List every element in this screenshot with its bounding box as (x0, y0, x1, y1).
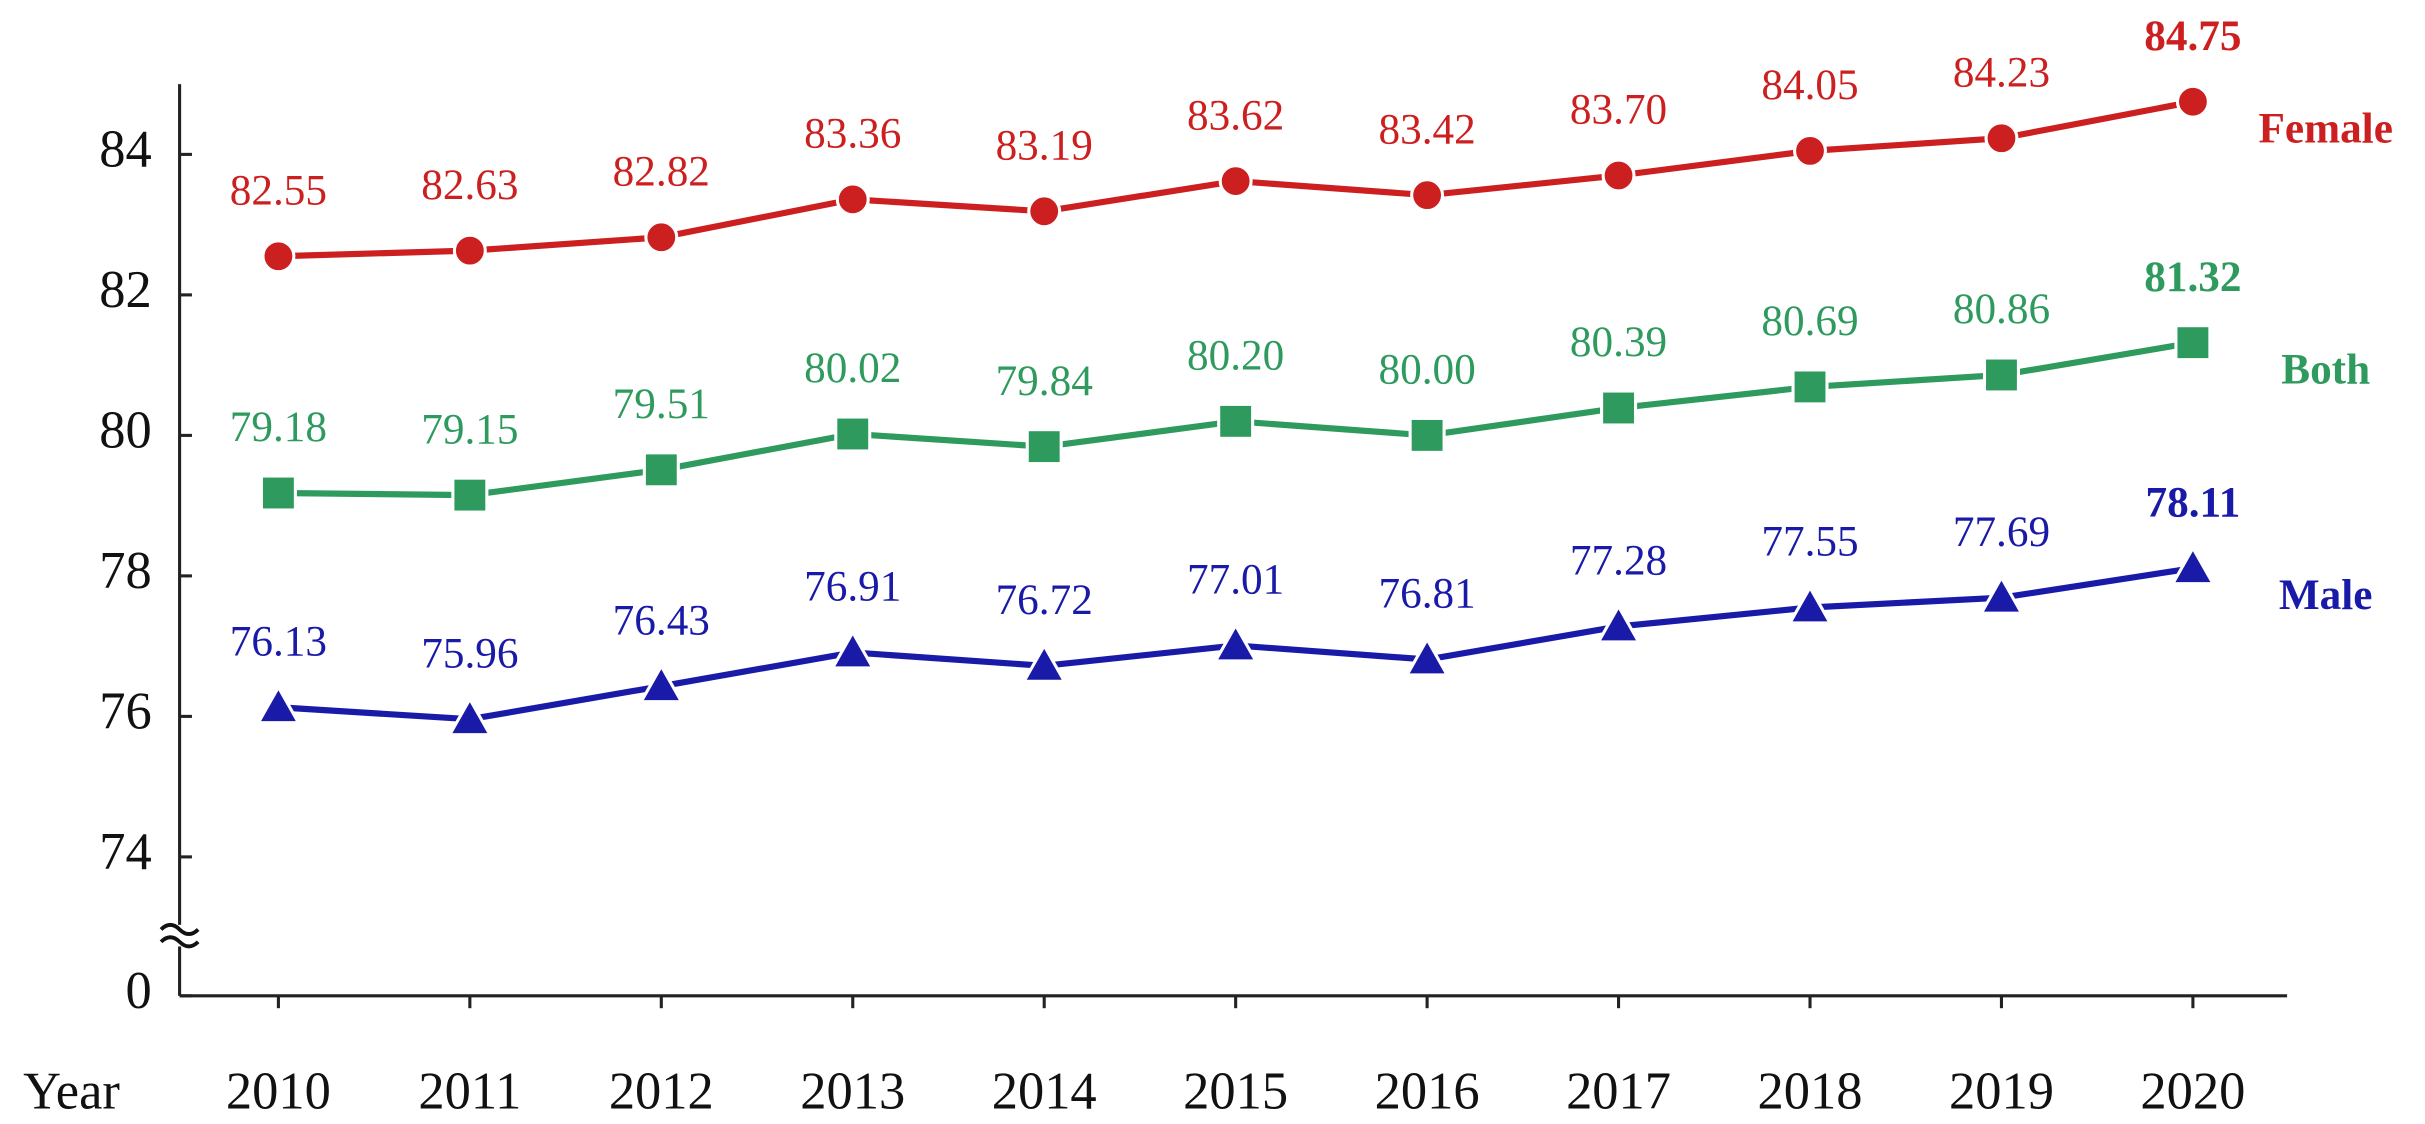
value-label: 83.62 (1187, 91, 1284, 139)
x-tick-label: 2018 (1758, 1062, 1863, 1120)
value-label: 76.43 (613, 596, 710, 644)
marker (2170, 544, 2216, 586)
marker (1027, 194, 1062, 229)
x-axis-label: Year (23, 1062, 120, 1120)
marker (1218, 164, 1253, 199)
axis-break-gap (164, 924, 196, 947)
y-tick-label: 78 (99, 542, 151, 600)
value-label: 76.91 (804, 563, 901, 611)
value-label: 77.28 (1570, 537, 1667, 585)
marker (1410, 178, 1445, 213)
marker (638, 662, 685, 704)
value-label: 80.02 (804, 344, 901, 392)
x-tick-label: 2019 (1949, 1062, 2054, 1120)
value-label: 76.81 (1378, 570, 1475, 618)
series-label: Male (2279, 571, 2373, 619)
marker (261, 239, 296, 274)
value-label: 79.51 (613, 380, 710, 428)
value-label: 81.32 (2144, 253, 2241, 301)
x-tick-label: 2017 (1566, 1062, 1671, 1120)
marker (1978, 574, 2025, 615)
value-label: 84.05 (1761, 61, 1858, 109)
x-tick-label: 2016 (1375, 1062, 1480, 1120)
marker (1984, 121, 2019, 156)
marker (255, 684, 302, 725)
value-label: 77.01 (1187, 556, 1284, 604)
y-tick-label: 74 (99, 823, 151, 881)
marker (259, 474, 297, 512)
marker (1217, 402, 1255, 440)
value-label: 75.96 (421, 629, 518, 677)
marker (447, 695, 493, 737)
y-tick-label: 0 (126, 962, 152, 1020)
series-label: Both (2281, 345, 2370, 393)
marker (1025, 428, 1063, 466)
value-label: 78.11 (2145, 478, 2240, 526)
value-label: 83.42 (1378, 105, 1475, 153)
axis-break (159, 922, 200, 949)
value-label: 79.18 (230, 403, 327, 451)
value-label: 82.63 (421, 161, 518, 209)
marker (1982, 356, 2020, 394)
marker (451, 476, 489, 514)
marker (1791, 368, 1829, 406)
marker (1408, 416, 1446, 454)
value-label: 83.70 (1570, 86, 1667, 134)
value-label: 80.00 (1378, 346, 1475, 394)
x-tick-label: 2013 (800, 1062, 905, 1120)
value-label: 80.69 (1761, 297, 1858, 345)
value-label: 84.75 (2144, 12, 2241, 60)
value-label: 77.69 (1953, 508, 2050, 556)
y-tick-label: 80 (99, 401, 151, 459)
marker (1595, 603, 1642, 644)
value-label: 80.20 (1187, 332, 1284, 380)
marker (1212, 622, 1259, 663)
value-label: 84.23 (1953, 48, 2050, 96)
marker (1021, 642, 1067, 683)
value-label: 79.84 (996, 357, 1093, 405)
y-tick-label: 82 (99, 261, 151, 319)
x-tick-label: 2010 (226, 1062, 331, 1120)
value-label: 83.19 (996, 121, 1093, 169)
value-label: 77.55 (1761, 518, 1858, 566)
value-label: 79.15 (421, 405, 518, 453)
value-label: 76.13 (230, 617, 327, 665)
marker (452, 233, 487, 268)
value-label: 80.39 (1570, 318, 1667, 366)
marker (642, 451, 680, 489)
value-label: 83.36 (804, 110, 901, 158)
marker (1601, 158, 1636, 193)
marker (834, 415, 872, 453)
y-tick-label: 84 (99, 120, 151, 178)
x-tick-label: 2020 (2140, 1062, 2245, 1120)
marker (830, 629, 876, 670)
x-tick-label: 2012 (609, 1062, 714, 1120)
marker (2175, 84, 2210, 119)
x-tick-label: 2011 (418, 1062, 521, 1120)
marker (1793, 133, 1827, 168)
series-label: Female (2258, 105, 2392, 153)
x-tick-label: 2015 (1183, 1062, 1288, 1120)
value-label: 80.86 (1953, 285, 2050, 333)
marker (644, 220, 679, 255)
marker (1600, 389, 1638, 427)
value-label: 76.72 (996, 576, 1093, 624)
x-tick-label: 2014 (992, 1062, 1097, 1120)
value-label: 82.82 (613, 147, 710, 195)
marker (835, 182, 870, 217)
value-label: 82.55 (230, 166, 327, 214)
marker (1404, 636, 1450, 677)
marker (1787, 584, 1833, 625)
marker (2174, 324, 2212, 362)
y-tick-label: 76 (99, 682, 151, 740)
